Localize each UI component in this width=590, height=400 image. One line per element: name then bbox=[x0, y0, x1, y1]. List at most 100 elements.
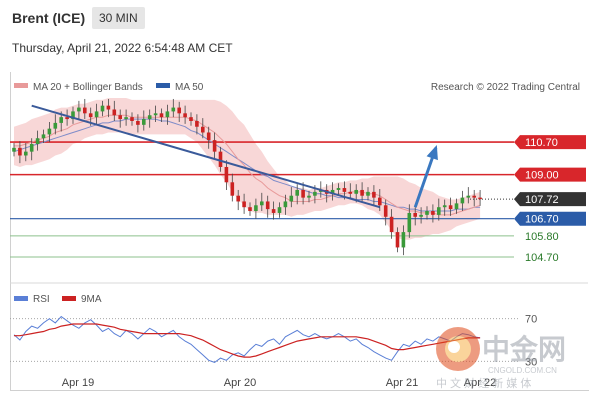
candle-body bbox=[271, 209, 276, 213]
level-label-109.00: 109.00 bbox=[525, 170, 559, 182]
candle-body bbox=[83, 107, 87, 114]
candle-body bbox=[236, 195, 240, 202]
chart-frame bbox=[10, 72, 589, 391]
rsi-line bbox=[13, 315, 481, 363]
watermark-url: CNGOLD.COM.CN bbox=[488, 366, 557, 375]
ma20-legend-swatch bbox=[14, 83, 28, 88]
candle-body bbox=[100, 105, 105, 112]
candle-body bbox=[94, 111, 99, 118]
candle-body bbox=[301, 189, 305, 198]
rsi-legend-swatch bbox=[14, 296, 28, 301]
candle-body bbox=[425, 211, 429, 215]
ma50-line bbox=[13, 118, 481, 212]
candle-body bbox=[53, 122, 58, 129]
candle-body bbox=[360, 189, 364, 196]
chart-header: Brent (ICE) 30 MIN bbox=[0, 0, 590, 36]
candle-body bbox=[354, 189, 358, 194]
level-tag-110.70 bbox=[514, 135, 586, 150]
candle-body bbox=[12, 147, 16, 152]
candle-body bbox=[383, 205, 388, 217]
candle-body bbox=[295, 189, 299, 196]
candle-body bbox=[372, 191, 376, 198]
candle-body bbox=[212, 140, 217, 152]
candle-body bbox=[277, 207, 282, 213]
watermark: 中金网 CNGOLD.COM.CN 中 文 财 经 新 媒 体 bbox=[436, 327, 566, 390]
candle-body bbox=[401, 232, 406, 248]
ma9-legend-swatch bbox=[62, 296, 76, 301]
x-tick-label: Apr 22 bbox=[464, 377, 496, 389]
level-label-104.70: 104.70 bbox=[525, 252, 559, 264]
candle-body bbox=[218, 151, 223, 167]
candle-body bbox=[307, 195, 311, 198]
instrument-title: Brent (ICE) bbox=[12, 10, 86, 26]
ma9-legend-label: 9MA bbox=[81, 294, 102, 305]
watermark-tagline: 中 文 财 经 新 媒 体 bbox=[436, 376, 531, 390]
candle-body bbox=[35, 138, 40, 144]
candle-body bbox=[242, 201, 246, 208]
rsi-layer: 70 30 bbox=[10, 314, 537, 368]
candle-body bbox=[230, 182, 235, 196]
candle-body bbox=[124, 117, 128, 120]
candle-body bbox=[472, 195, 476, 198]
candle-body bbox=[454, 203, 459, 210]
watermark-brand: 中金网 bbox=[482, 333, 566, 365]
candle-body bbox=[265, 201, 270, 210]
timeframe-badge[interactable]: 30 MIN bbox=[92, 7, 145, 29]
candle-body bbox=[442, 205, 447, 208]
rsi-level-label-70: 70 bbox=[525, 314, 537, 326]
watermark-logo-core bbox=[448, 341, 460, 353]
rsi-level-label-30: 30 bbox=[525, 356, 537, 368]
x-tick-label: Apr 19 bbox=[62, 377, 94, 389]
candle-body bbox=[71, 111, 75, 120]
candle-body bbox=[147, 115, 152, 120]
ma50-legend-label: MA 50 bbox=[175, 82, 204, 93]
level-label-106.70: 106.70 bbox=[525, 214, 559, 226]
candle-body bbox=[24, 151, 28, 156]
x-tick-label: Apr 21 bbox=[386, 377, 418, 389]
candle-body bbox=[88, 113, 93, 118]
candle-body bbox=[165, 111, 170, 118]
credit-label: Research © 2022 Trading Central bbox=[431, 82, 580, 93]
candle-body bbox=[189, 117, 193, 121]
level-label-107.72: 107.72 bbox=[525, 194, 559, 206]
levels-layer: 110.70 109.00 107.72 106.70 105.80 104.70 bbox=[10, 135, 586, 264]
candle-body bbox=[313, 191, 317, 196]
candle-body bbox=[201, 126, 205, 133]
candle-body bbox=[136, 120, 140, 125]
level-tag-107.72 bbox=[514, 192, 586, 207]
candle-body bbox=[413, 212, 417, 217]
candle-body bbox=[106, 105, 111, 110]
legend-rsi: RSI 9MA bbox=[14, 294, 102, 305]
candle-body bbox=[389, 216, 394, 233]
candle-body bbox=[248, 207, 252, 212]
timestamp: Thursday, April 21, 2022 6:54:48 AM CET bbox=[12, 41, 233, 55]
candle-body bbox=[260, 201, 264, 206]
candle-body bbox=[348, 191, 353, 194]
annotations-layer bbox=[31, 104, 438, 209]
level-tag-109.00 bbox=[514, 167, 586, 182]
candle-body bbox=[206, 132, 211, 141]
ma50-legend-swatch bbox=[156, 83, 170, 88]
level-label-105.80: 105.80 bbox=[525, 231, 559, 243]
candle-body bbox=[283, 201, 288, 208]
candle-body bbox=[224, 166, 229, 183]
candle-body bbox=[254, 205, 258, 212]
candle-body bbox=[195, 120, 199, 127]
candle-body bbox=[419, 214, 423, 217]
candle-body bbox=[118, 115, 122, 120]
rsi-legend-label: RSI bbox=[33, 294, 50, 305]
candle-body bbox=[395, 232, 400, 248]
level-tag-106.70 bbox=[514, 211, 586, 226]
candle-body bbox=[59, 117, 63, 123]
level-label-110.70: 110.70 bbox=[525, 137, 558, 149]
candle-body bbox=[289, 195, 294, 202]
ma20-legend-label: MA 20 + Bollinger Bands bbox=[33, 82, 143, 93]
candle-body bbox=[431, 211, 435, 215]
candle-body bbox=[460, 197, 465, 204]
candle-body bbox=[41, 134, 46, 139]
candle-body bbox=[330, 189, 335, 194]
candle-body bbox=[112, 109, 117, 116]
rsi-ma-line bbox=[14, 323, 481, 358]
candle-body bbox=[77, 107, 81, 112]
candle-body bbox=[171, 107, 176, 112]
